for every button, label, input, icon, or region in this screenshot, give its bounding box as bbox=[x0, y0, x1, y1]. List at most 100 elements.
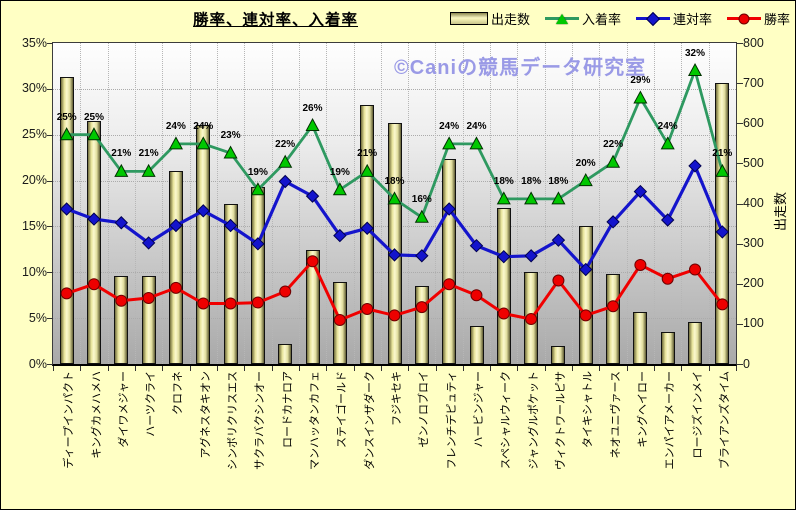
x-category-label: キングヘイロー bbox=[636, 371, 649, 448]
value-label: 22% bbox=[275, 139, 296, 151]
v-gridline bbox=[134, 43, 136, 364]
marker-triangle bbox=[633, 90, 648, 104]
marker-diamond bbox=[251, 237, 265, 251]
bar bbox=[223, 203, 238, 364]
value-label: 19% bbox=[247, 166, 268, 178]
marker-diamond bbox=[551, 233, 566, 247]
legend-label: 出走数 bbox=[490, 12, 530, 27]
v-gridline bbox=[216, 43, 218, 364]
x-category-label: マンハッタンカフェ bbox=[309, 371, 321, 470]
v-gridline bbox=[626, 43, 628, 364]
x-category-label: ダイワメジャー bbox=[117, 371, 130, 448]
marker-circle bbox=[525, 313, 538, 326]
y-tick-label-left: 5% bbox=[28, 310, 47, 325]
tick-mark bbox=[47, 134, 53, 136]
marker-diamond bbox=[196, 204, 210, 218]
marker-circle bbox=[415, 301, 428, 314]
marker-triangle bbox=[606, 154, 621, 168]
marker-triangle bbox=[578, 173, 593, 187]
tick-mark bbox=[462, 366, 464, 371]
tick-mark bbox=[654, 366, 655, 371]
marker-diamond bbox=[415, 249, 429, 263]
value-label: 24% bbox=[439, 120, 460, 132]
tick-mark bbox=[737, 243, 743, 245]
legend-item-starts: 出走数 bbox=[449, 9, 530, 28]
y-tick-label-right: 700 bbox=[743, 75, 764, 90]
value-label: 22% bbox=[603, 139, 624, 151]
tick-mark bbox=[298, 366, 300, 371]
y-tick-label-left: 35% bbox=[21, 35, 47, 50]
circle-line-swatch-icon bbox=[726, 13, 761, 24]
marker-triangle bbox=[387, 191, 402, 205]
marker-circle bbox=[552, 274, 565, 287]
y-tick-label-left: 20% bbox=[21, 173, 47, 188]
v-gridline bbox=[544, 43, 546, 364]
marker-triangle bbox=[223, 145, 238, 159]
x-category-label: ヴィクトワールピサ bbox=[554, 371, 567, 470]
marker-circle bbox=[661, 272, 674, 285]
marker-circle bbox=[197, 297, 210, 310]
marker-diamond bbox=[141, 236, 156, 250]
marker-circle bbox=[169, 281, 182, 294]
marker-circle bbox=[306, 255, 319, 268]
value-label: 21% bbox=[138, 148, 159, 160]
x-category-label: ロージズインメイ bbox=[691, 371, 704, 459]
v-gridline bbox=[298, 43, 300, 364]
marker-diamond bbox=[305, 189, 320, 203]
tick-mark bbox=[737, 364, 743, 365]
value-label: 19% bbox=[329, 166, 350, 178]
bar-swatch-icon bbox=[449, 12, 488, 25]
tick-mark bbox=[517, 366, 519, 371]
v-gridline bbox=[107, 43, 109, 364]
x-category-label: フジキセキ bbox=[391, 371, 403, 426]
x-category-label: サクラバクシンオー bbox=[254, 371, 267, 470]
marker-circle bbox=[251, 296, 264, 309]
marker-diamond bbox=[387, 248, 402, 262]
chart-title: 勝率、連対率、入着率 bbox=[193, 12, 359, 29]
tick-mark bbox=[737, 283, 743, 285]
marker-triangle bbox=[524, 191, 539, 205]
value-label: 21% bbox=[111, 148, 132, 160]
v-gridline bbox=[380, 43, 382, 364]
x-category-label: ステイゴールド bbox=[336, 371, 349, 448]
y-tick-label-right: 600 bbox=[743, 115, 764, 130]
x-category-label: ブライアンズタイム bbox=[718, 371, 731, 470]
marker-diamond bbox=[87, 212, 101, 226]
marker-triangle bbox=[715, 163, 730, 177]
marker-circle bbox=[87, 278, 100, 291]
legend-label: 入着率 bbox=[581, 12, 621, 27]
v-gridline bbox=[435, 43, 437, 364]
value-label: 18% bbox=[493, 175, 514, 187]
y-tick-label-right: 200 bbox=[743, 276, 764, 291]
marker-diamond bbox=[442, 202, 456, 216]
tick-mark bbox=[135, 366, 136, 371]
marker-circle bbox=[279, 285, 292, 298]
marker-triangle bbox=[360, 163, 375, 177]
marker-diamond bbox=[114, 216, 129, 230]
tick-mark bbox=[47, 272, 53, 274]
v-gridline bbox=[353, 43, 355, 364]
x-category-label: タイキシャトル bbox=[582, 371, 595, 448]
marker-circle bbox=[60, 287, 73, 300]
bar bbox=[87, 121, 101, 364]
y-tick-label-right: 800 bbox=[743, 35, 764, 50]
value-label: 23% bbox=[220, 130, 241, 142]
tick-mark bbox=[47, 88, 53, 90]
tick-mark bbox=[737, 163, 743, 165]
x-category-label: シンボリクリスエス bbox=[227, 371, 240, 470]
v-gridline bbox=[326, 43, 328, 364]
y-tick-label-left: 0% bbox=[28, 356, 47, 371]
tick-mark bbox=[435, 366, 437, 371]
bar bbox=[168, 171, 183, 364]
marker-triangle bbox=[305, 117, 320, 132]
tick-mark bbox=[737, 323, 743, 325]
value-label: 21% bbox=[712, 148, 733, 160]
marker-triangle bbox=[59, 127, 74, 141]
tick-mark bbox=[626, 366, 628, 371]
marker-circle bbox=[224, 297, 237, 310]
value-label: 25% bbox=[83, 111, 104, 123]
tick-mark bbox=[244, 366, 246, 371]
bar bbox=[551, 345, 566, 364]
marker-diamond bbox=[169, 218, 183, 233]
